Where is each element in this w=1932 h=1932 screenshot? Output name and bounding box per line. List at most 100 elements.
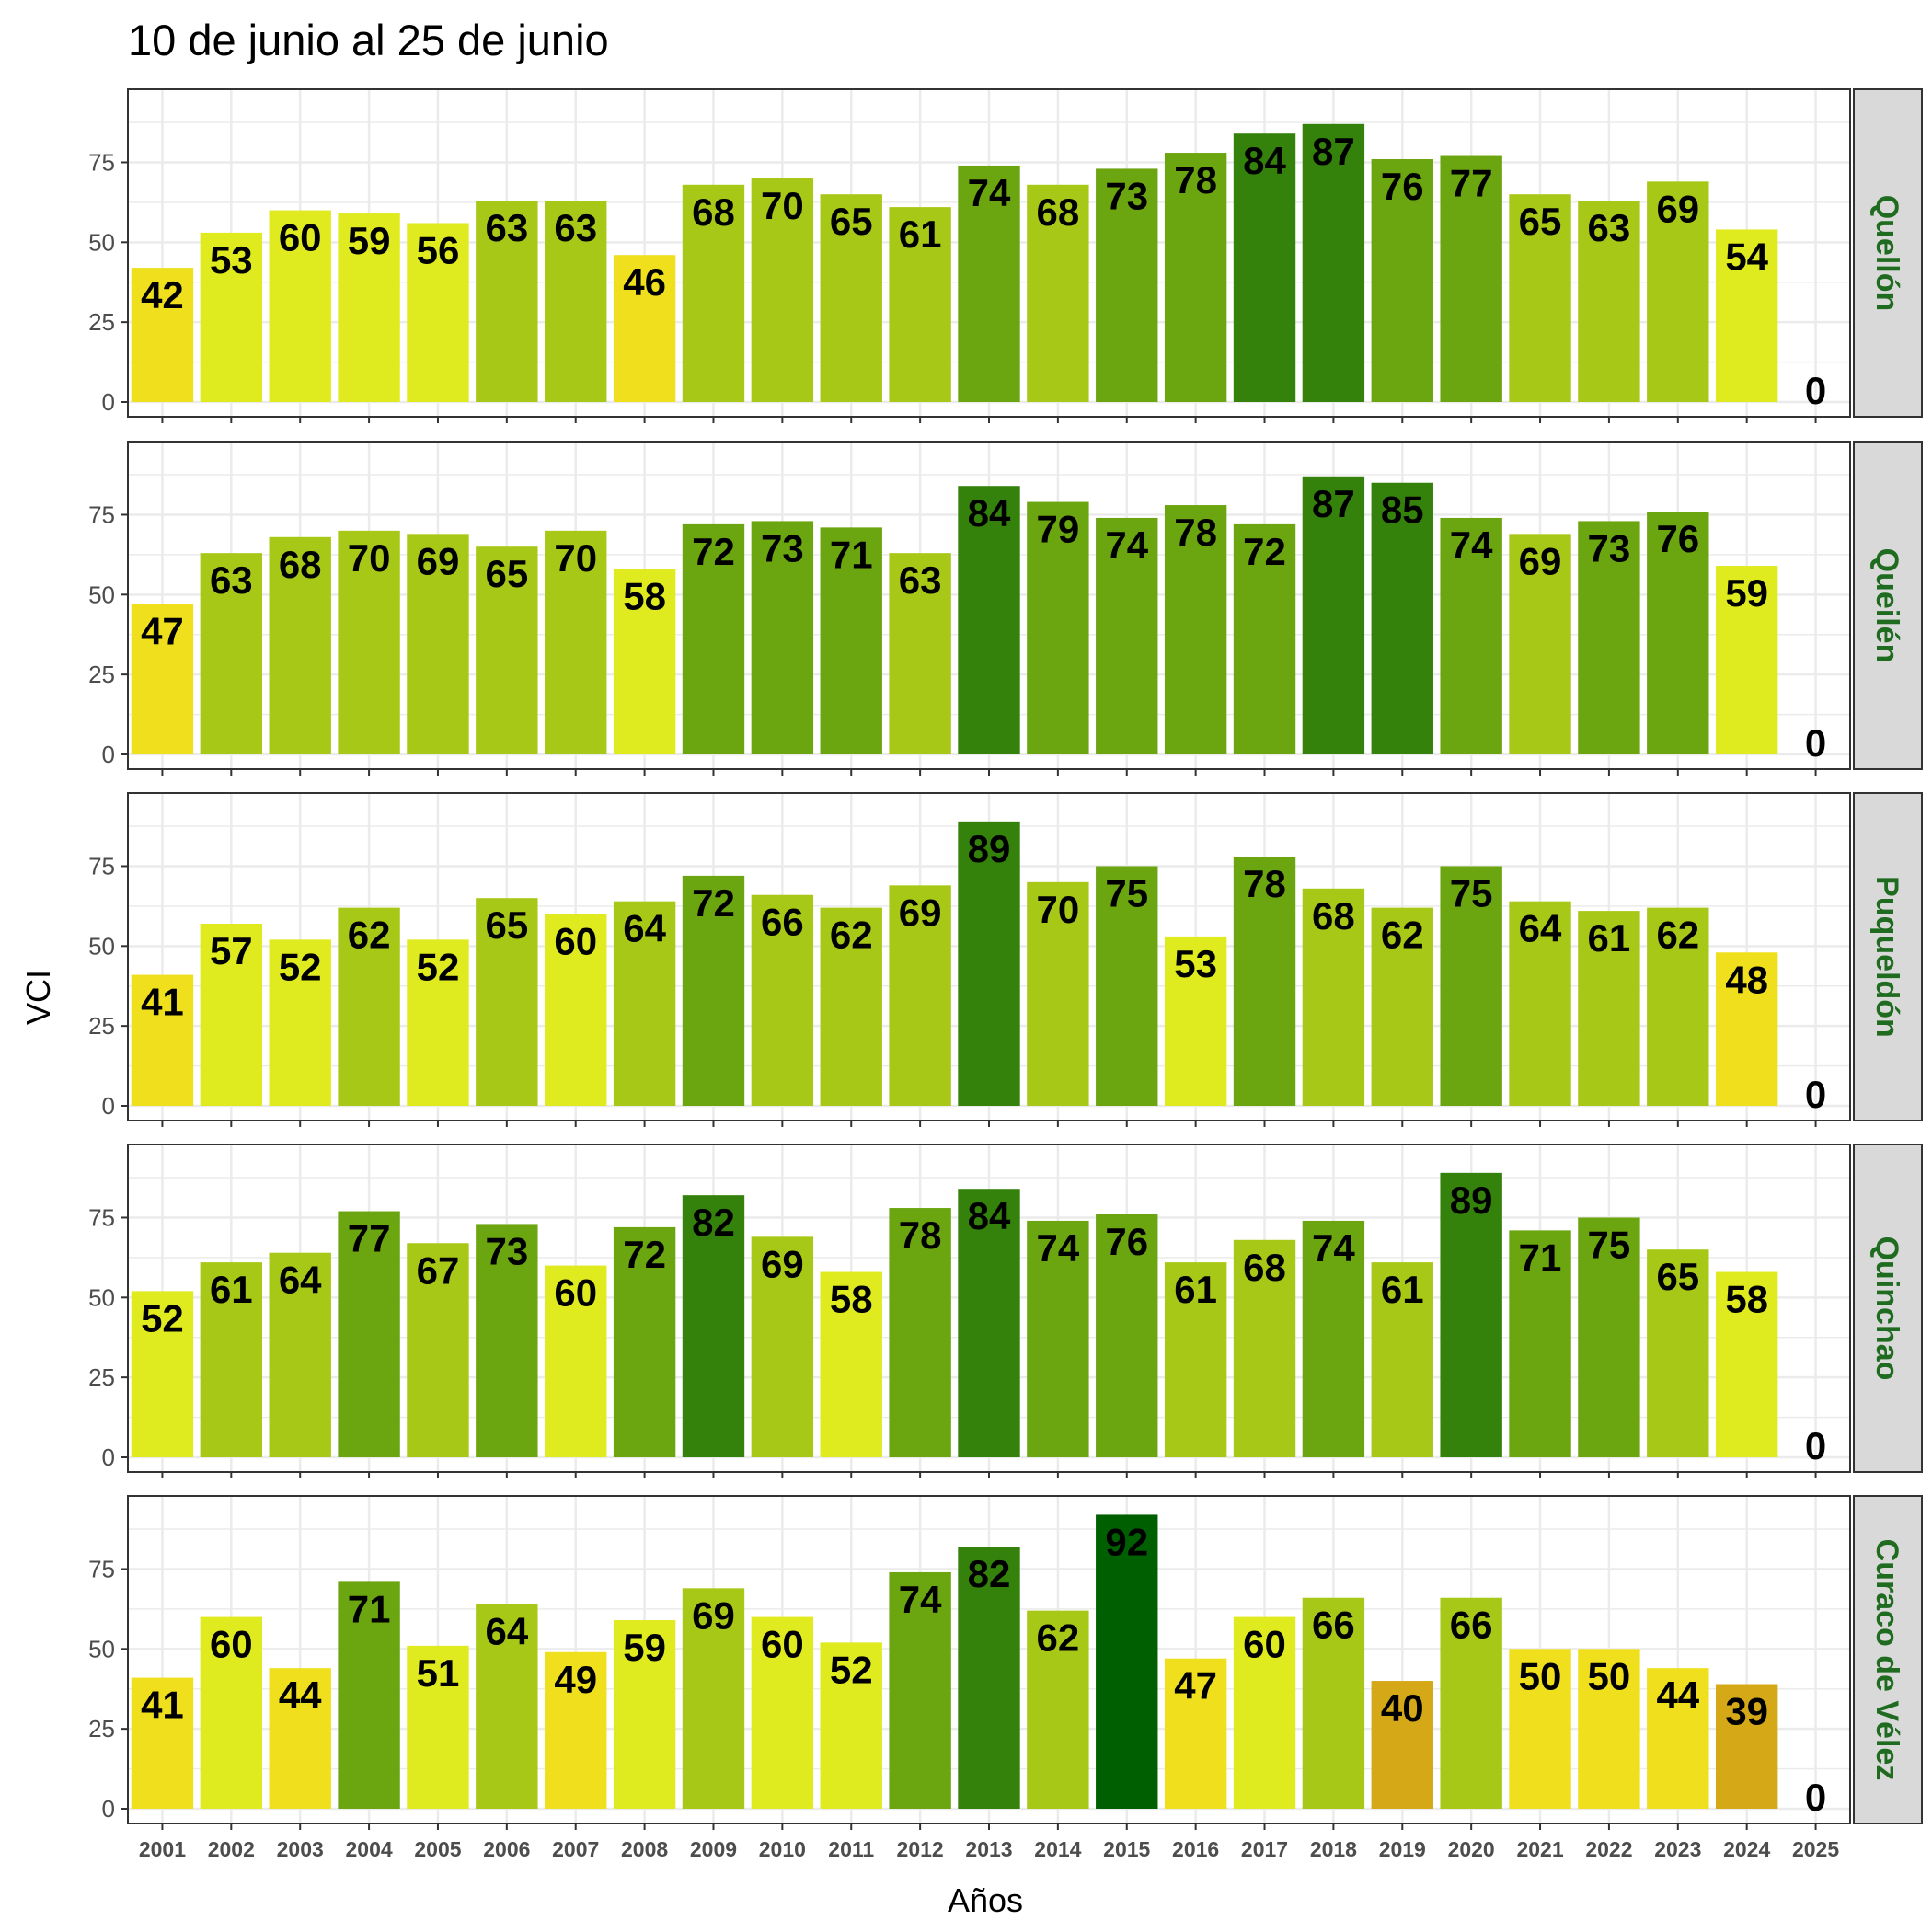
bar-2005 — [407, 1243, 469, 1457]
bar-2024 — [1715, 566, 1778, 754]
bar-2023 — [1647, 907, 1709, 1106]
y-tick-label: 50 — [88, 228, 115, 256]
bar-2001 — [131, 604, 194, 754]
bar-2018 — [1302, 476, 1365, 754]
bar-2013 — [958, 1189, 1020, 1457]
bar-2018 — [1302, 123, 1365, 402]
bar-label-2023: 69 — [1656, 187, 1699, 230]
bar-label-2025: 0 — [1805, 369, 1826, 412]
y-axis-label: VCI — [19, 970, 57, 1025]
bar-2005 — [407, 534, 469, 754]
x-tick-label-2017: 2017 — [1241, 1837, 1288, 1861]
y-tick-label: 75 — [88, 148, 115, 176]
bar-2015 — [1096, 168, 1158, 402]
bar-2002 — [200, 553, 263, 754]
bar-2010 — [751, 521, 814, 754]
facet-strip-label: Puqueldón — [1869, 876, 1904, 1038]
bar-2022 — [1578, 1649, 1640, 1809]
bar-2010 — [751, 1236, 814, 1457]
bar-2001 — [131, 974, 194, 1106]
bar-2009 — [682, 1588, 745, 1809]
bar-2014 — [1027, 501, 1089, 754]
bar-label-2022: 50 — [1588, 1654, 1631, 1697]
bar-label-2004: 62 — [348, 914, 391, 957]
bar-2003 — [269, 536, 331, 754]
bar-2007 — [545, 1651, 607, 1809]
bar-label-2010: 73 — [761, 526, 804, 569]
bar-2021 — [1509, 534, 1571, 754]
panel-4: 52 61 64 77 67 73 60 72 82 69 58 78 84 74 76 61 68 74 61 89… — [88, 1144, 1923, 1478]
bar-2002 — [200, 1616, 263, 1809]
bar-2003 — [269, 1668, 331, 1809]
bar-label-2024: 39 — [1725, 1690, 1768, 1733]
bar-2019 — [1371, 907, 1433, 1106]
bar-label-2017: 60 — [1243, 1623, 1286, 1666]
y-tick-label: 75 — [88, 500, 115, 528]
bar-2014 — [1027, 1220, 1089, 1457]
bar-label-2012: 78 — [899, 1213, 942, 1257]
bar-2006 — [476, 546, 538, 754]
bar-label-2009: 72 — [692, 881, 735, 925]
panel-5: 41 60 44 71 51 64 49 59 69 60 52 74 82 62 92 47 60 66 40 66… — [88, 1495, 1923, 1830]
bar-label-2017: 84 — [1243, 139, 1286, 182]
bar-label-2018: 68 — [1312, 894, 1355, 937]
x-tick-label-2015: 2015 — [1103, 1837, 1150, 1861]
bar-label-2005: 56 — [417, 228, 460, 271]
y-tick-label: 0 — [102, 1092, 115, 1120]
bar-2010 — [751, 894, 814, 1106]
bar-label-2011: 71 — [830, 533, 873, 576]
y-tick-label: 25 — [88, 661, 115, 688]
chart-title: 10 de junio al 25 de junio — [128, 16, 609, 64]
bar-label-2014: 74 — [1037, 1226, 1080, 1270]
bar-2021 — [1509, 1230, 1571, 1457]
bar-2015 — [1096, 517, 1158, 754]
bar-label-2002: 60 — [210, 1623, 253, 1666]
facet-strip — [1853, 88, 1923, 418]
panel-1: 42 53 60 59 56 63 63 46 68 70 65 61 74 68 73 78 84 87 76 77… — [88, 88, 1923, 423]
bar-label-2003: 60 — [279, 216, 322, 259]
bar-label-2024: 58 — [1725, 1278, 1768, 1321]
bar-2005 — [407, 223, 469, 402]
bar-2023 — [1647, 1249, 1709, 1457]
bar-label-2018: 87 — [1312, 130, 1355, 173]
x-axis-label: Años — [948, 1881, 1023, 1919]
bar-label-2003: 68 — [279, 543, 322, 586]
bar-label-2005: 69 — [417, 539, 460, 582]
bar-label-2015: 74 — [1105, 523, 1148, 567]
x-tick-label-2009: 2009 — [690, 1837, 737, 1861]
bar-label-2025: 0 — [1805, 721, 1826, 765]
bar-label-2016: 53 — [1174, 942, 1217, 985]
bar-2008 — [613, 569, 676, 754]
y-tick-label: 0 — [102, 1443, 115, 1471]
bar-label-2007: 60 — [554, 920, 597, 963]
bar-2010 — [751, 1616, 814, 1809]
bar-label-2022: 75 — [1588, 1223, 1631, 1266]
bar-label-2021: 50 — [1519, 1654, 1562, 1697]
bar-label-2014: 68 — [1037, 190, 1080, 234]
x-tick-label-2011: 2011 — [828, 1837, 874, 1861]
bar-2002 — [200, 924, 263, 1106]
bar-2016 — [1164, 936, 1227, 1106]
bar-label-2010: 60 — [761, 1623, 804, 1666]
bar-label-2001: 42 — [141, 273, 184, 316]
bar-label-2013: 84 — [968, 1194, 1011, 1237]
bar-label-2007: 70 — [554, 536, 597, 580]
panel-2: 47 63 68 70 69 65 70 58 72 73 71 63 84 79 74 78 72 87 85 74… — [88, 441, 1923, 776]
bar-label-2016: 47 — [1174, 1664, 1217, 1708]
bar-2012 — [889, 553, 951, 754]
bar-2006 — [476, 201, 538, 402]
bar-2014 — [1027, 881, 1089, 1106]
bar-label-2016: 78 — [1174, 158, 1217, 201]
bar-label-2015: 76 — [1105, 1220, 1148, 1263]
bar-label-2020: 75 — [1450, 871, 1493, 914]
bar-2003 — [269, 939, 331, 1106]
bar-label-2008: 58 — [623, 575, 666, 618]
bar-2024 — [1715, 229, 1778, 402]
facet-strip — [1853, 1144, 1923, 1473]
bar-label-2011: 58 — [830, 1278, 873, 1321]
x-tick-label-2025: 2025 — [1792, 1837, 1839, 1861]
bar-label-2015: 73 — [1105, 174, 1148, 217]
bar-2004 — [338, 1581, 400, 1809]
bar-2019 — [1371, 482, 1433, 754]
